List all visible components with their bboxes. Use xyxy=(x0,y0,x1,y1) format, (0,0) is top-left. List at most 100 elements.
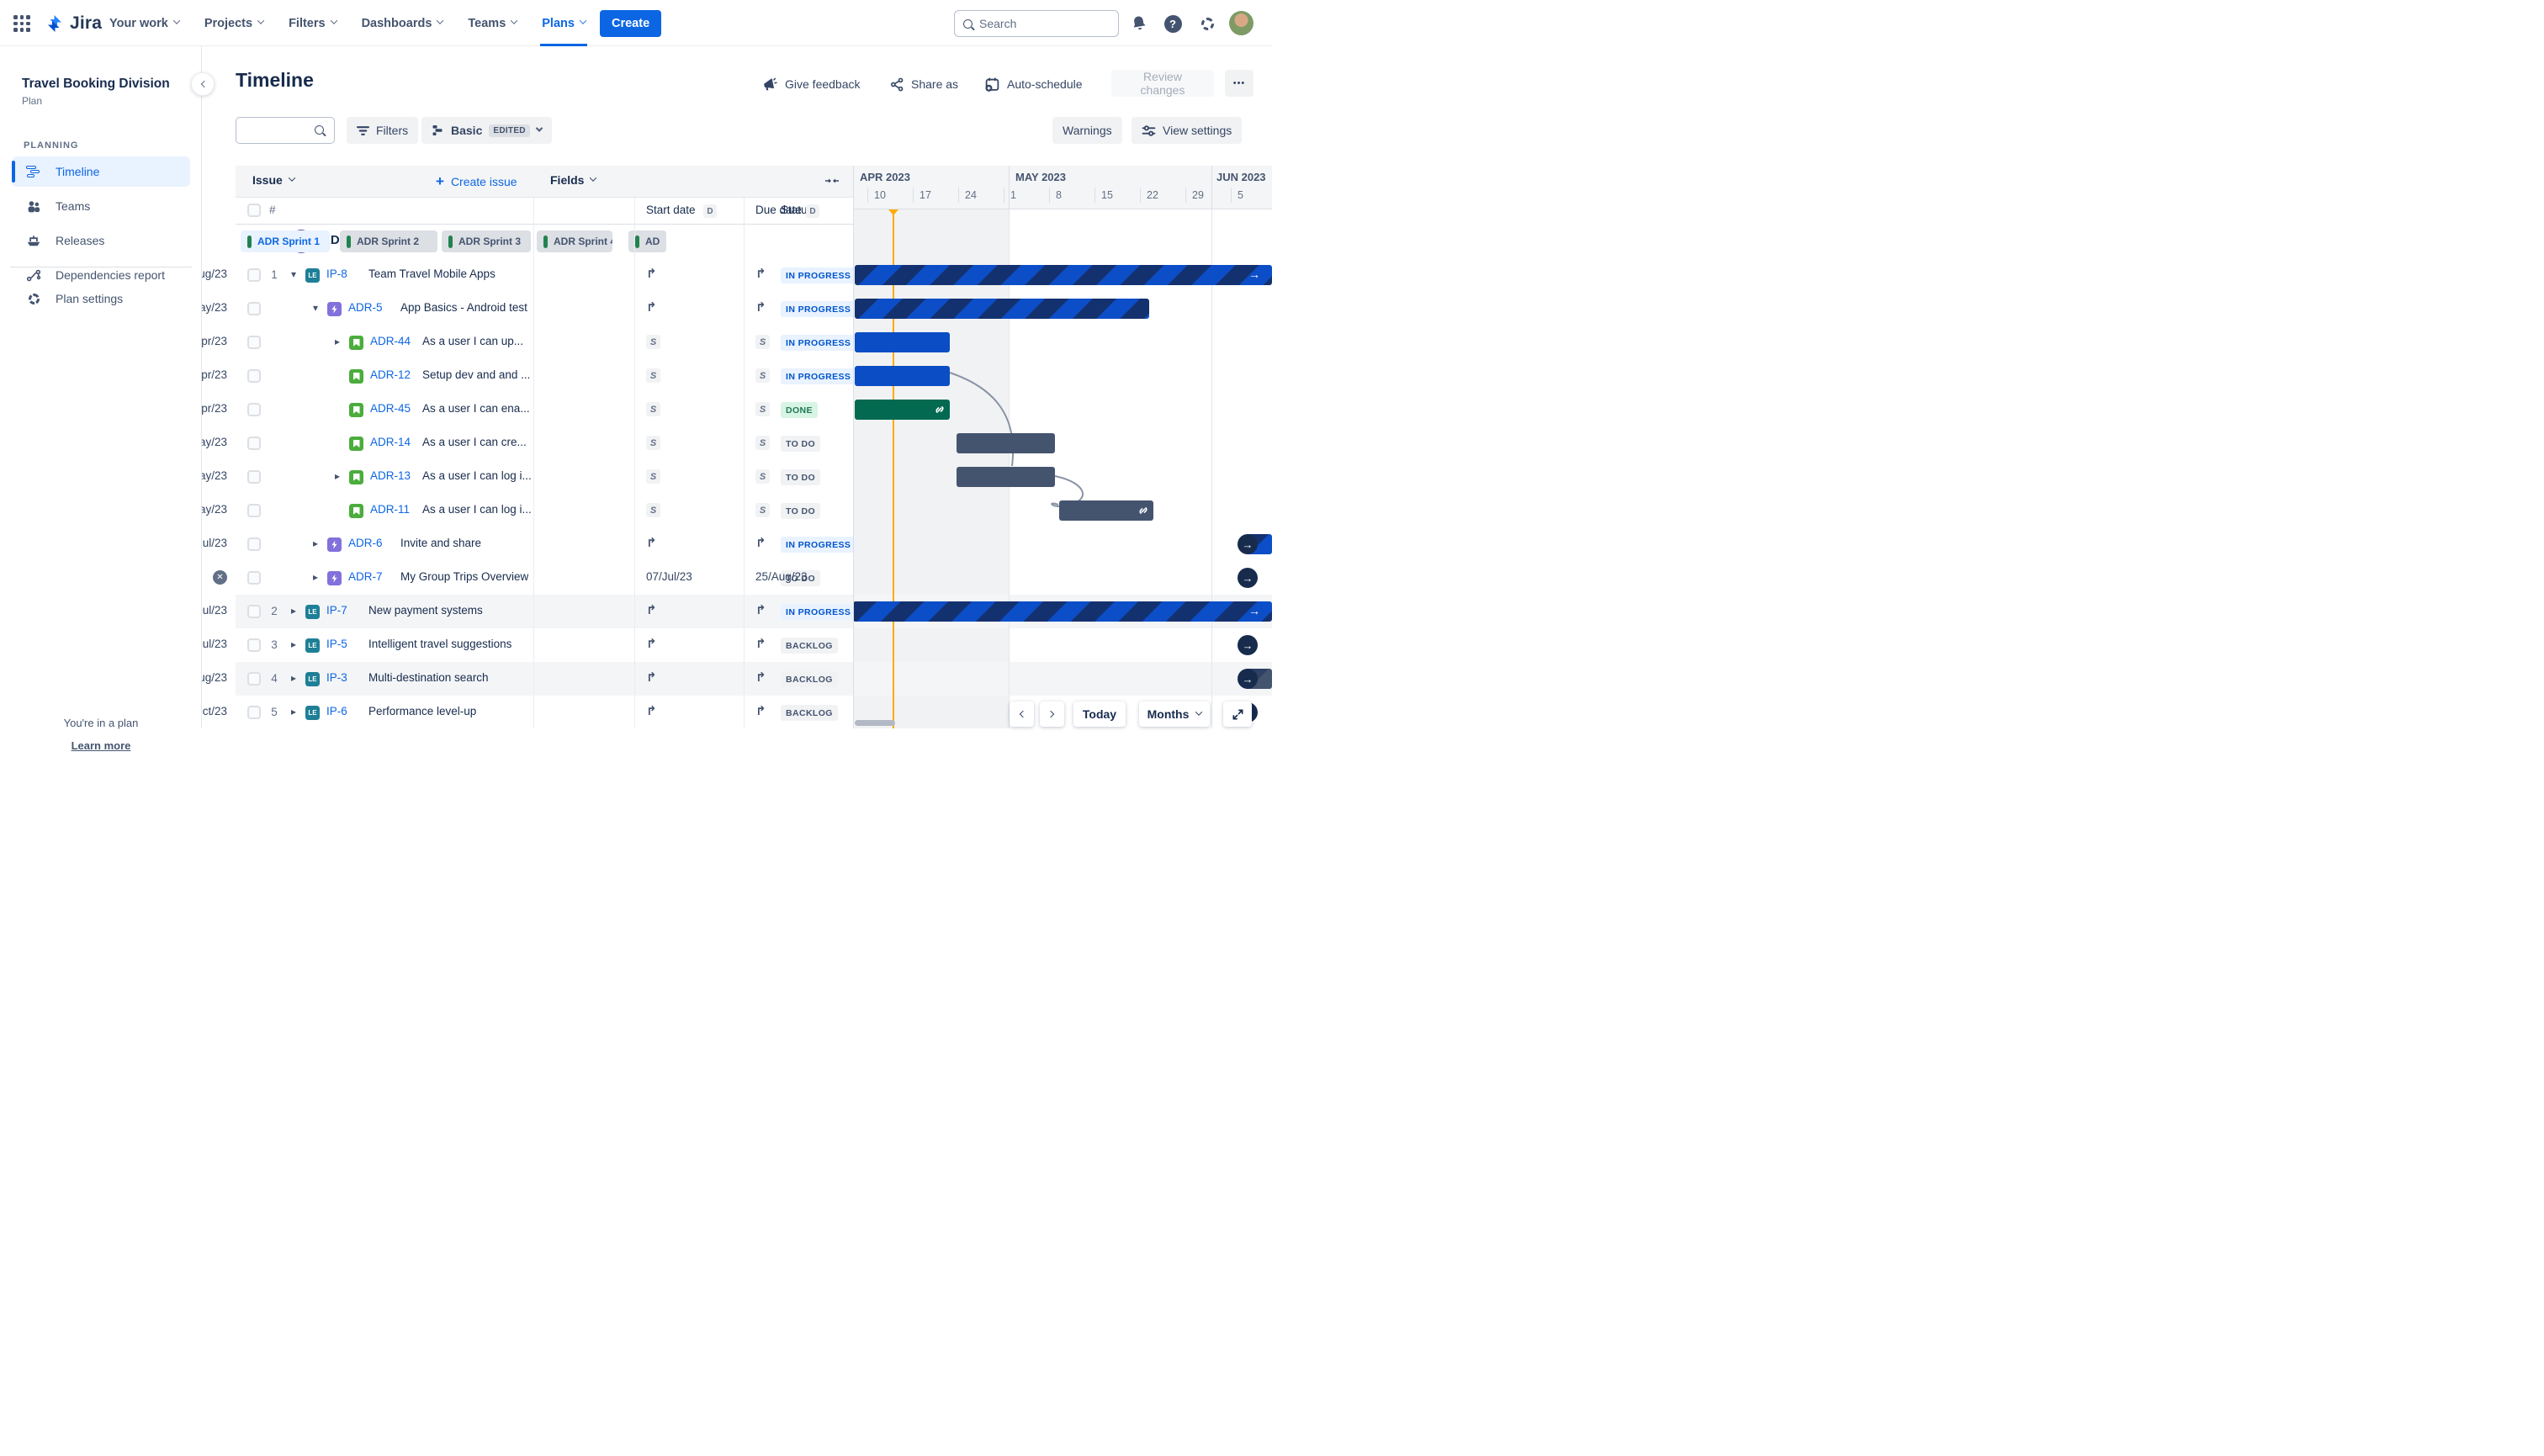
status-badge[interactable]: IN PROGRESS xyxy=(781,368,856,384)
fullscreen-button[interactable] xyxy=(1223,702,1252,727)
issue-row[interactable]: 3 ▸ LE IP-5 Intelligent travel suggestio… xyxy=(68,628,1272,662)
gantt-bar-ip-7[interactable] xyxy=(853,601,1272,622)
global-search[interactable] xyxy=(954,10,1119,37)
sidebar-collapse-button[interactable] xyxy=(191,72,215,96)
issue-row[interactable]: ADR-12 Setup dev and and ... IN PROGRESS… xyxy=(68,359,1272,393)
today-button[interactable]: Today xyxy=(1073,702,1126,727)
expand-chevron[interactable]: ▸ xyxy=(334,336,341,347)
learn-more-link[interactable]: Learn more xyxy=(71,739,131,752)
global-search-input[interactable] xyxy=(979,17,1097,30)
issue-key-link[interactable]: ADR-13 xyxy=(370,469,411,482)
issue-row[interactable]: ▸ ADR-13 As a user I can log i... TO DO … xyxy=(68,460,1272,494)
issue-key-link[interactable]: IP-6 xyxy=(326,705,347,717)
row-checkbox[interactable] xyxy=(247,437,261,450)
status-badge[interactable]: BACKLOG xyxy=(781,671,838,687)
scroll-right-button[interactable] xyxy=(1040,702,1064,727)
gantt-bar-adr-13[interactable] xyxy=(957,467,1055,487)
nav-item-teams[interactable]: Teams xyxy=(468,0,518,46)
issue-row[interactable]: ADR-11 As a user I can log i... TO DO S0… xyxy=(65,494,1272,527)
sidebar-item-timeline[interactable]: Timeline xyxy=(12,156,190,187)
help-button[interactable]: ? xyxy=(1161,12,1185,35)
issue-row[interactable]: ADR-14 As a user I can cre... TO DO S24/… xyxy=(68,426,1272,460)
nav-item-dashboards[interactable]: Dashboards xyxy=(362,0,444,46)
status-badge[interactable]: DONE xyxy=(781,402,818,418)
dependency-link-icon[interactable] xyxy=(934,404,946,420)
row-checkbox[interactable] xyxy=(247,537,261,551)
status-badge[interactable]: TO DO xyxy=(781,436,821,452)
status-badge[interactable]: BACKLOG xyxy=(781,638,838,654)
chart-timescale-header[interactable]: APR 2023 MAY 2023 JUN 2023 10 17 24 1 8 15 22 29 5 xyxy=(853,166,1272,209)
row-checkbox[interactable] xyxy=(247,672,261,686)
issue-key-link[interactable]: ADR-12 xyxy=(370,368,411,381)
view-settings-button[interactable]: View settings xyxy=(1132,117,1243,144)
warnings-button[interactable]: Warnings xyxy=(1052,117,1122,144)
row-checkbox[interactable] xyxy=(247,403,261,416)
jump-to-bar-button[interactable]: → xyxy=(1238,568,1258,588)
issue-row[interactable]: ▸ ADR-44 As a user I can up... IN PROGRE… xyxy=(68,326,1272,359)
issue-key-link[interactable]: ADR-45 xyxy=(370,402,411,415)
issue-key-link[interactable]: ADR-5 xyxy=(348,301,383,314)
jump-to-bar-button[interactable]: → xyxy=(1238,635,1258,655)
issue-row[interactable]: ▾ ADR-5 App Basics - Android test IN PRO… xyxy=(68,292,1272,326)
auto-schedule-button[interactable]: Auto-schedule xyxy=(984,71,1083,97)
status-badge[interactable]: IN PROGRESS xyxy=(781,267,856,283)
status-badge[interactable]: BACKLOG xyxy=(781,705,838,721)
collapse-columns-button[interactable] xyxy=(824,174,840,192)
expand-chevron[interactable]: ▾ xyxy=(312,302,319,314)
nav-item-filters[interactable]: Filters xyxy=(289,0,337,46)
review-changes-button[interactable]: Review changes xyxy=(1111,70,1214,97)
issue-key-link[interactable]: IP-7 xyxy=(326,604,347,617)
expand-chevron[interactable]: ▾ xyxy=(290,268,297,280)
gantt-bar-adr-12[interactable] xyxy=(855,366,950,386)
expand-chevron[interactable]: ▸ xyxy=(290,605,297,617)
gantt-bar-adr-45[interactable] xyxy=(855,400,950,420)
expand-chevron[interactable]: ▸ xyxy=(290,672,297,684)
issue-key-link[interactable]: ADR-14 xyxy=(370,436,411,448)
issue-row[interactable]: ▸ ADR-7 My Group Trips Overview TO DO 07… xyxy=(103,561,1272,595)
jira-logo[interactable]: Jira xyxy=(44,11,102,36)
row-checkbox[interactable] xyxy=(247,706,261,719)
issue-key-link[interactable]: IP-3 xyxy=(326,671,347,684)
issue-row[interactable]: 2 ▸ LE IP-7 New payment systems IN PROGR… xyxy=(68,595,1272,628)
user-avatar[interactable] xyxy=(1229,11,1253,35)
create-button[interactable]: Create xyxy=(600,10,662,37)
timescale-selector[interactable]: Months xyxy=(1139,702,1210,727)
status-badge[interactable]: IN PROGRESS xyxy=(781,301,856,317)
create-issue-button[interactable]: + Create issue xyxy=(436,173,517,190)
row-checkbox[interactable] xyxy=(247,504,261,517)
issue-key-link[interactable]: ADR-11 xyxy=(370,503,411,516)
sidebar-item-dependencies-report[interactable]: Dependencies report xyxy=(12,260,190,290)
expand-chevron[interactable]: ▸ xyxy=(290,706,297,717)
row-checkbox[interactable] xyxy=(247,336,261,349)
horizontal-scrollbar[interactable] xyxy=(855,720,895,726)
view-selector-button[interactable]: Basic EDITED xyxy=(421,117,552,144)
sidebar-item-releases[interactable]: Releases xyxy=(12,225,190,256)
sprint-chip[interactable]: ADR Sprint 4 xyxy=(537,230,612,252)
jump-to-bar-button[interactable]: → xyxy=(1238,669,1258,689)
sidebar-item-teams[interactable]: Teams xyxy=(12,191,190,221)
fields-menu[interactable]: Fields xyxy=(550,173,597,187)
issue-key-link[interactable]: IP-5 xyxy=(326,638,347,650)
issue-key-link[interactable]: ADR-7 xyxy=(348,570,383,583)
nav-item-your-work[interactable]: Your work xyxy=(109,0,181,46)
nav-item-plans[interactable]: Plans xyxy=(540,0,587,46)
row-checkbox[interactable] xyxy=(247,571,261,585)
sprint-chip[interactable]: ADR Sprint 3 xyxy=(442,230,531,252)
gantt-bar-adr-44[interactable] xyxy=(855,332,950,352)
issue-key-link[interactable]: IP-8 xyxy=(326,267,347,280)
timeline-search-field[interactable] xyxy=(236,117,335,144)
notifications-button[interactable] xyxy=(1127,12,1151,35)
expand-chevron[interactable]: ▸ xyxy=(290,638,297,650)
expand-chevron[interactable]: ▸ xyxy=(312,537,319,549)
gantt-bar-adr-14[interactable] xyxy=(957,433,1055,453)
more-actions-button[interactable]: ••• xyxy=(1225,70,1253,97)
issue-column-menu[interactable]: Issue xyxy=(252,173,296,187)
nav-item-projects[interactable]: Projects xyxy=(204,0,265,46)
status-badge[interactable]: TO DO xyxy=(781,503,821,519)
clear-date-button[interactable]: ✕ xyxy=(213,570,227,585)
sidebar-item-plan-settings[interactable]: Plan settings xyxy=(12,283,190,314)
issue-row[interactable]: 1 ▾ LE IP-8 Team Travel Mobile Apps IN P… xyxy=(68,258,1272,292)
gantt-bar-adr-5[interactable] xyxy=(855,299,1149,319)
row-checkbox[interactable] xyxy=(247,268,261,282)
filters-button[interactable]: Filters xyxy=(347,117,419,144)
